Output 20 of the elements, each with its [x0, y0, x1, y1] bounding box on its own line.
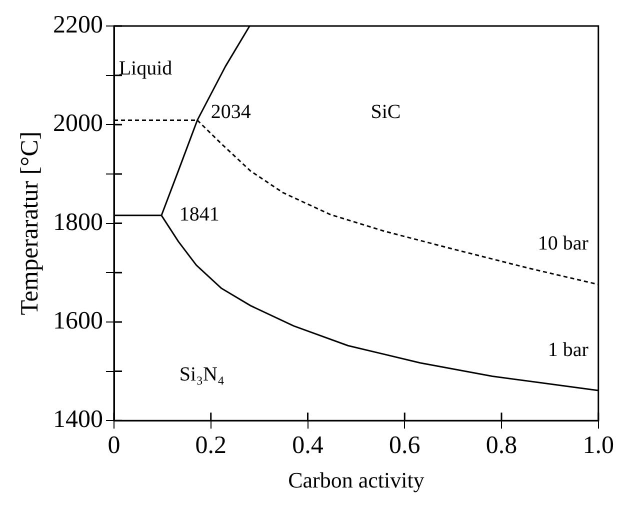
y-tick-label: 2200 [53, 12, 103, 39]
x-tick-label: 0.8 [486, 432, 518, 460]
annotation: SiC [370, 101, 401, 124]
y-tick-label: 1400 [53, 406, 103, 434]
annotation: 1841 [179, 204, 220, 226]
x-tick-label: 1.0 [582, 432, 614, 460]
annotation: 1 bar [548, 338, 589, 361]
x-tick-label: 0 [108, 432, 120, 460]
y-tick-label: 2000 [53, 110, 103, 138]
y-tick-label: 1600 [53, 308, 103, 335]
x-tick-label: 0.6 [389, 432, 420, 460]
annotation: 10 bar [538, 232, 589, 255]
y-axis-title: Temperaratur [°C] [16, 131, 44, 316]
annotation: 2034 [210, 101, 251, 124]
annotation: Si₃N₄ [179, 363, 224, 386]
x-tick-label: 0.2 [195, 432, 226, 460]
y-tick-label: 1800 [53, 208, 103, 236]
annotation: Liquid [118, 58, 172, 80]
x-tick-label: 0.4 [292, 432, 324, 460]
x-axis-title: Carbon activity [288, 468, 424, 493]
